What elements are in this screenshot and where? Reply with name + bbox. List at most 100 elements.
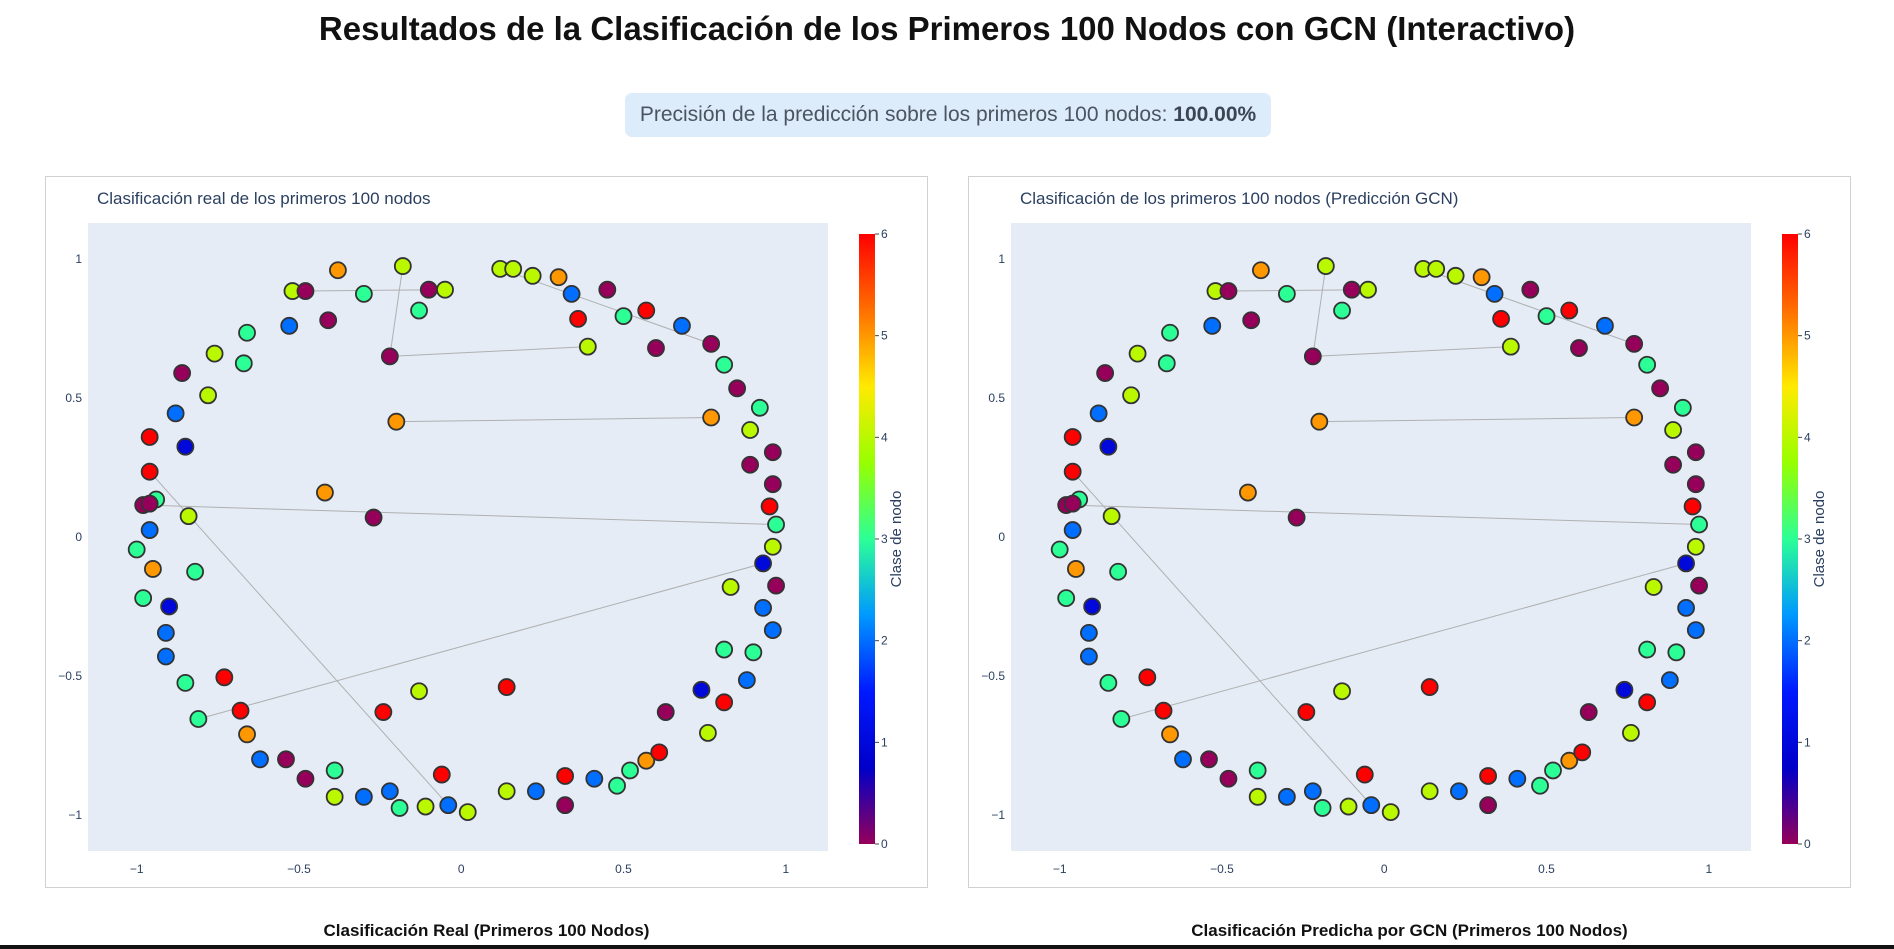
graph-node[interactable] — [1102, 507, 1121, 526]
graph-node[interactable] — [173, 364, 192, 382]
graph-node[interactable] — [1570, 339, 1588, 357]
graph-node[interactable] — [656, 703, 675, 721]
graph-node[interactable] — [319, 311, 338, 330]
graph-node[interactable] — [234, 354, 253, 373]
graph-node[interactable] — [562, 284, 581, 303]
graph-node[interactable] — [523, 266, 542, 285]
graph-node[interactable] — [760, 497, 779, 516]
graph-node[interactable] — [1154, 701, 1173, 720]
graph-node[interactable] — [763, 621, 782, 639]
graph-node[interactable] — [1686, 621, 1705, 639]
graph-node[interactable] — [1485, 284, 1504, 303]
graph-node[interactable] — [1638, 693, 1657, 712]
graph-node[interactable] — [497, 678, 516, 696]
graph-node[interactable] — [1508, 769, 1527, 788]
graph-node[interactable] — [1174, 750, 1192, 769]
graph-node[interactable] — [549, 268, 568, 287]
graph-node[interactable] — [393, 257, 412, 275]
graph-node[interactable] — [556, 796, 575, 815]
graph-node[interactable] — [419, 280, 438, 299]
graph-node[interactable] — [1579, 703, 1598, 721]
graph-node[interactable] — [1479, 767, 1498, 785]
graph-node[interactable] — [1161, 725, 1179, 744]
predicted-classification-plot[interactable]: Clasificación de los primeros 100 nodos … — [969, 177, 1850, 887]
plot-area[interactable] — [1011, 223, 1751, 851]
graph-node[interactable] — [238, 725, 256, 744]
graph-node[interactable] — [238, 323, 256, 342]
graph-node[interactable] — [1242, 311, 1261, 330]
graph-node[interactable] — [741, 421, 760, 439]
graph-node[interactable] — [1615, 680, 1634, 699]
graph-node[interactable] — [1161, 323, 1179, 342]
graph-node[interactable] — [763, 475, 782, 494]
graph-node[interactable] — [436, 280, 454, 299]
graph-node[interactable] — [1362, 796, 1381, 815]
graph-node[interactable] — [621, 761, 639, 780]
graph-node[interactable] — [763, 537, 782, 556]
graph-node[interactable] — [1303, 347, 1322, 366]
graph-node[interactable] — [1063, 521, 1082, 539]
graph-node[interactable] — [1449, 782, 1468, 801]
graph-node[interactable] — [1063, 462, 1082, 481]
graph-node[interactable] — [1239, 483, 1257, 502]
graph-node[interactable] — [380, 782, 399, 801]
graph-node[interactable] — [1673, 398, 1692, 417]
graph-node[interactable] — [277, 750, 295, 769]
graph-node[interactable] — [1099, 437, 1118, 456]
graph-node[interactable] — [1248, 787, 1267, 806]
graph-node[interactable] — [176, 437, 195, 456]
graph-node[interactable] — [140, 494, 159, 513]
graph-node[interactable] — [1492, 309, 1510, 328]
graph-node[interactable] — [416, 797, 435, 816]
graph-node[interactable] — [458, 803, 477, 821]
graph-node[interactable] — [1686, 537, 1705, 556]
graph-node[interactable] — [763, 443, 782, 462]
graph-node[interactable] — [1063, 494, 1082, 513]
graph-node[interactable] — [1686, 443, 1705, 462]
graph-node[interactable] — [1544, 761, 1562, 780]
graph-node[interactable] — [410, 682, 428, 701]
graph-node[interactable] — [387, 412, 406, 431]
graph-node[interactable] — [1638, 355, 1657, 374]
graph-node[interactable] — [354, 284, 373, 303]
graph-node[interactable] — [1138, 668, 1157, 687]
graph-node[interactable] — [728, 379, 747, 398]
graph-node[interactable] — [134, 589, 153, 608]
graph-node[interactable] — [1252, 261, 1270, 280]
graph-node[interactable] — [1063, 428, 1082, 446]
graph-node[interactable] — [160, 597, 179, 616]
graph-node[interactable] — [1664, 421, 1683, 439]
graph-node[interactable] — [1683, 497, 1702, 516]
graph-node[interactable] — [637, 301, 656, 320]
graph-node[interactable] — [1420, 678, 1439, 696]
graph-node[interactable] — [1690, 576, 1708, 595]
graph-node[interactable] — [750, 398, 769, 417]
graph-node[interactable] — [364, 508, 383, 527]
graph-node[interactable] — [1420, 782, 1439, 801]
graph-node[interactable] — [1664, 455, 1683, 474]
graph-node[interactable] — [432, 765, 451, 784]
graph-node[interactable] — [1472, 268, 1491, 287]
graph-node[interactable] — [1667, 643, 1686, 662]
graph-node[interactable] — [754, 554, 772, 573]
graph-node[interactable] — [1277, 787, 1296, 806]
graph-node[interactable] — [156, 623, 175, 642]
graph-node[interactable] — [1651, 379, 1670, 398]
graph-node[interactable] — [1219, 282, 1238, 300]
graph-node[interactable] — [650, 743, 669, 762]
graph-node[interactable] — [715, 693, 734, 712]
graph-node[interactable] — [1381, 803, 1400, 821]
graph-node[interactable] — [1079, 647, 1098, 666]
graph-node[interactable] — [1079, 623, 1098, 642]
graph-node[interactable] — [504, 259, 523, 278]
graph-node[interactable] — [316, 483, 334, 502]
graph-node[interactable] — [1297, 703, 1316, 721]
graph-node[interactable] — [702, 408, 721, 427]
graph-node[interactable] — [374, 703, 393, 721]
graph-node[interactable] — [1677, 554, 1695, 573]
graph-node[interactable] — [741, 455, 760, 474]
graph-node[interactable] — [439, 796, 458, 815]
graph-node[interactable] — [1067, 560, 1085, 578]
graph-node[interactable] — [1644, 578, 1663, 596]
graph-node[interactable] — [144, 560, 162, 578]
